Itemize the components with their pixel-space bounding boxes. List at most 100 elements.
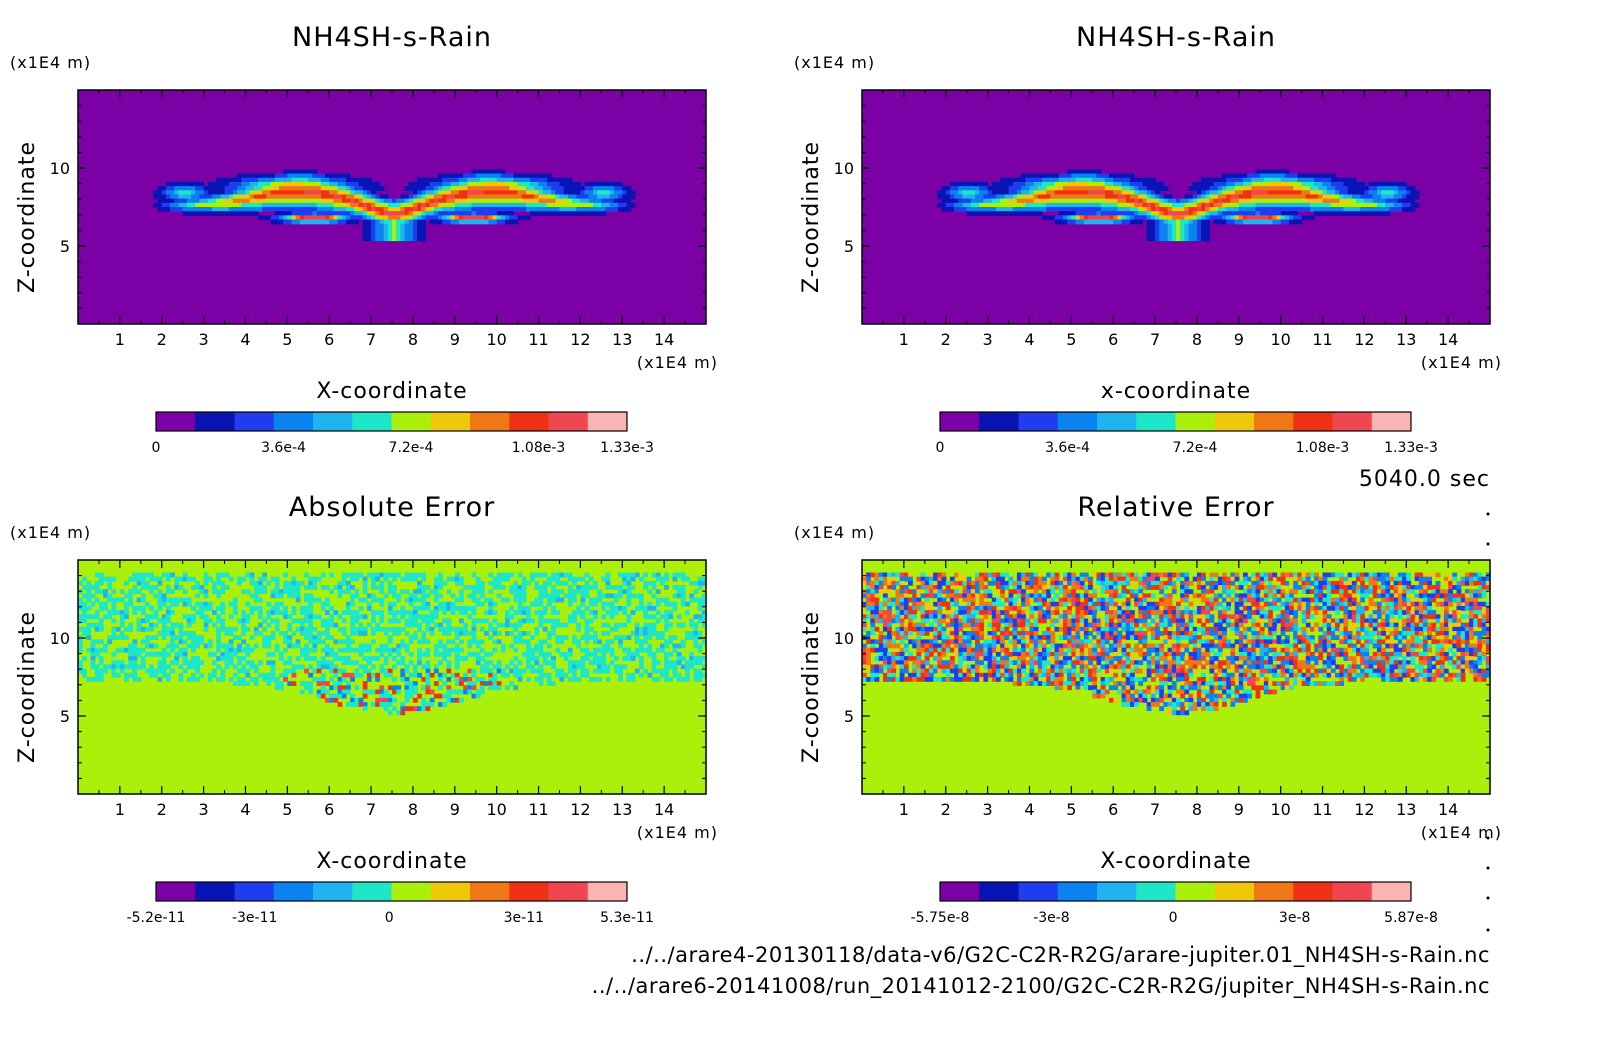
heatmap-cell <box>1255 194 1261 200</box>
heatmap-cell <box>1226 219 1232 225</box>
heatmap-cell <box>337 580 343 586</box>
heatmap-cell <box>559 186 565 191</box>
heatmap-cell <box>295 643 301 649</box>
heatmap-cell <box>689 660 695 666</box>
heatmap-cell <box>1247 215 1252 221</box>
heatmap-cell <box>216 572 221 578</box>
heatmap-cell <box>421 211 427 216</box>
heatmap-cell <box>174 656 180 661</box>
heatmap-cell <box>161 198 167 204</box>
heatmap-cell <box>387 236 393 242</box>
heatmap-cell <box>421 190 427 196</box>
heatmap-cell <box>1092 186 1098 191</box>
heatmap-cell <box>341 190 347 196</box>
heatmap-cell <box>295 656 301 661</box>
heatmap-cell <box>1276 186 1282 191</box>
heatmap-cell <box>1100 194 1106 200</box>
heatmap-cell <box>404 589 410 595</box>
heatmap-cell <box>496 177 502 183</box>
heatmap-cell <box>287 626 293 632</box>
heatmap-cell <box>492 618 498 624</box>
heatmap-cell <box>136 651 142 657</box>
heatmap-cell <box>1339 186 1345 191</box>
heatmap-cell <box>287 202 293 208</box>
heatmap-cell <box>970 190 976 196</box>
x-tick-label: 11 <box>528 330 548 349</box>
heatmap-cell <box>534 207 540 212</box>
heatmap-cell <box>454 651 460 657</box>
heatmap-cell <box>237 677 242 682</box>
heatmap-cell <box>643 626 648 632</box>
heatmap-cell <box>979 572 985 578</box>
heatmap-cell <box>1297 186 1303 191</box>
heatmap-cell <box>676 589 682 595</box>
heatmap-cell <box>584 668 590 674</box>
heatmap-cell <box>1314 202 1319 208</box>
heatmap-cell <box>387 702 393 707</box>
heatmap-cell <box>245 177 251 183</box>
heatmap-cell <box>295 194 301 200</box>
heatmap-cell <box>371 186 376 191</box>
heatmap-cell <box>613 626 619 632</box>
heatmap-cell <box>1222 194 1227 200</box>
heatmap-cell <box>572 668 577 674</box>
heatmap-cell <box>446 618 452 624</box>
heatmap-cell <box>1033 207 1039 212</box>
heatmap-cell <box>563 190 569 196</box>
y-axis-label: Z-coordinate <box>15 141 40 293</box>
heatmap-cell <box>496 211 502 216</box>
heatmap-cell <box>1088 173 1093 179</box>
heatmap-cell <box>165 618 171 624</box>
heatmap-cell <box>119 618 125 624</box>
heatmap-cell <box>90 601 96 607</box>
heatmap-cell <box>333 177 339 183</box>
heatmap-cell <box>471 585 477 590</box>
chart-title: Absolute Error <box>289 492 495 523</box>
heatmap-cell <box>174 651 180 657</box>
heatmap-cell <box>107 610 113 615</box>
heatmap-cell <box>1083 173 1089 179</box>
heatmap-cell <box>421 227 427 233</box>
heatmap-cell <box>333 656 339 661</box>
heatmap-cell <box>274 622 280 628</box>
heatmap-cell <box>421 186 427 191</box>
heatmap-cell <box>136 597 142 603</box>
heatmap-cell <box>354 593 360 599</box>
heatmap-cell <box>387 227 393 233</box>
heatmap-cell <box>291 681 297 686</box>
heatmap-cell <box>82 631 87 636</box>
heatmap-cell <box>232 190 238 196</box>
heatmap-cell <box>295 664 301 670</box>
heatmap-cell <box>375 236 381 242</box>
heatmap-cell <box>1234 202 1240 208</box>
heatmap-cell <box>484 198 489 204</box>
heatmap-cell <box>966 194 972 200</box>
heatmap-cell <box>1146 181 1152 187</box>
heatmap-cell <box>509 186 515 191</box>
heatmap-cell <box>1067 572 1072 578</box>
heatmap-cell <box>362 232 368 237</box>
heatmap-cell <box>98 589 104 595</box>
heatmap-cell <box>387 693 393 699</box>
heatmap-cell <box>433 610 439 615</box>
heatmap-cell <box>249 610 255 615</box>
heatmap-cell <box>626 651 632 657</box>
heatmap-cell <box>341 589 347 595</box>
heatmap-cell <box>908 572 913 578</box>
heatmap-cell <box>1129 190 1135 196</box>
heatmap-cell <box>534 177 540 183</box>
heatmap-cell <box>1117 190 1123 196</box>
heatmap-cell <box>471 207 477 212</box>
heatmap-cell <box>358 651 364 657</box>
heatmap-cell <box>103 647 108 653</box>
heatmap-cell <box>237 618 242 624</box>
heatmap-cell <box>651 651 657 657</box>
heatmap-cell <box>1121 181 1127 187</box>
heatmap-cell <box>1155 202 1160 208</box>
heatmap-cell <box>618 194 623 200</box>
heatmap-cell <box>1046 190 1051 196</box>
heatmap-cell <box>1406 198 1412 204</box>
heatmap-cell <box>488 635 494 640</box>
heatmap-cell <box>211 580 217 586</box>
heatmap-cell <box>580 576 586 582</box>
